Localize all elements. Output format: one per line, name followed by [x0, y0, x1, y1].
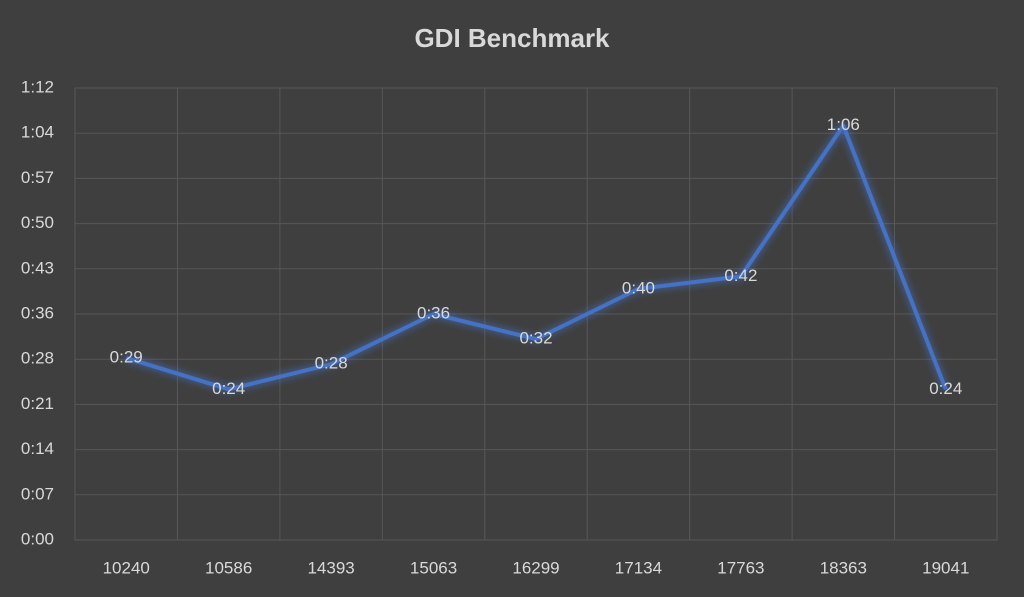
x-tick-label: 14393 — [307, 558, 354, 577]
data-label: 0:36 — [417, 303, 450, 322]
data-label: 0:28 — [315, 354, 348, 373]
data-label: 0:24 — [929, 379, 962, 398]
y-tick-label: 0:07 — [21, 484, 54, 503]
y-tick-label: 0:36 — [21, 303, 54, 322]
y-tick-label: 0:28 — [21, 349, 54, 368]
x-tick-label: 10586 — [205, 558, 252, 577]
x-tick-label: 10240 — [103, 558, 150, 577]
data-label: 0:24 — [212, 379, 245, 398]
y-tick-label: 0:50 — [21, 213, 54, 232]
data-label: 0:29 — [110, 347, 143, 366]
data-label: 0:42 — [724, 266, 757, 285]
data-line — [125, 123, 948, 392]
y-tick-label: 1:04 — [21, 123, 54, 142]
y-tick-label: 0:14 — [21, 439, 54, 458]
x-tick-label: 19041 — [922, 558, 969, 577]
x-tick-label: 18363 — [820, 558, 867, 577]
y-tick-label: 0:43 — [21, 258, 54, 277]
x-tick-label: 16299 — [512, 558, 559, 577]
data-label: 0:40 — [622, 278, 655, 297]
x-tick-label: 17134 — [615, 558, 662, 577]
y-tick-label: 0:21 — [21, 394, 54, 413]
data-label: 1:06 — [827, 115, 860, 134]
y-tick-label: 1:12 — [21, 77, 54, 96]
y-tick-label: 0:00 — [21, 529, 54, 548]
y-tick-label: 0:57 — [21, 168, 54, 187]
x-tick-label: 15063 — [410, 558, 457, 577]
data-label: 0:32 — [519, 329, 552, 348]
x-tick-label: 17763 — [717, 558, 764, 577]
chart-title: GDI Benchmark — [414, 23, 610, 53]
